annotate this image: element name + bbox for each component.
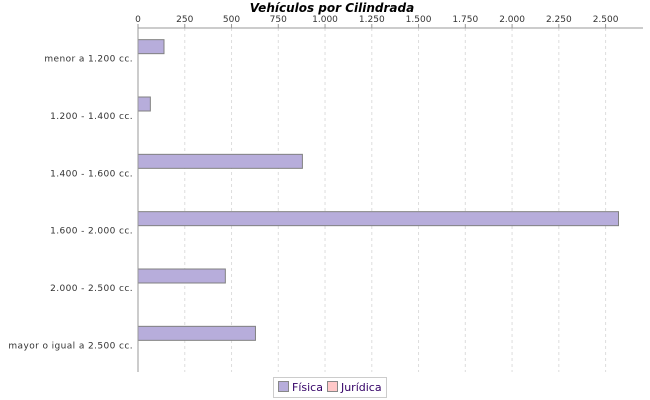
category-label: 2.000 - 2.500 cc. — [50, 284, 133, 294]
bar-fisica — [137, 211, 619, 227]
chart-title: Vehículos por Cilindrada — [250, 1, 414, 15]
category-label: 1.200 - 1.400 cc. — [50, 112, 133, 122]
legend-swatch — [326, 381, 338, 392]
legend-item-fisica: Física — [278, 381, 323, 394]
tick-label: 2.000 — [499, 15, 525, 25]
bar-fisica — [137, 268, 226, 284]
legend-item-juridica: Jurídica — [326, 381, 382, 394]
category-label: 1.400 - 1.600 cc. — [50, 169, 133, 179]
tick-label: 1.000 — [312, 15, 338, 25]
bar-fisica — [137, 325, 256, 341]
tick-label: 0 — [135, 15, 141, 25]
legend-label: Jurídica — [340, 381, 382, 394]
tick-label: 750 — [270, 15, 287, 25]
category-label: menor a 1.200 cc. — [44, 55, 133, 65]
tick-label: 1.500 — [406, 15, 432, 25]
category-label: mayor o igual a 2.500 cc. — [8, 341, 133, 351]
tick-label: 1.250 — [359, 15, 385, 25]
tick-label: 500 — [223, 15, 240, 25]
bar-fisica — [137, 96, 151, 112]
tick-label: 2.250 — [546, 15, 572, 25]
legend-swatch — [278, 381, 289, 392]
legend-label: Física — [292, 381, 323, 394]
bar-fisica — [137, 153, 303, 169]
legend: Física Jurídica — [273, 377, 387, 398]
bar-fisica — [137, 39, 165, 55]
tick-label: 1.750 — [452, 15, 478, 25]
tick-label: 2.500 — [593, 15, 619, 25]
tick-label: 250 — [176, 15, 193, 25]
category-label: 1.600 - 2.000 cc. — [50, 227, 133, 237]
